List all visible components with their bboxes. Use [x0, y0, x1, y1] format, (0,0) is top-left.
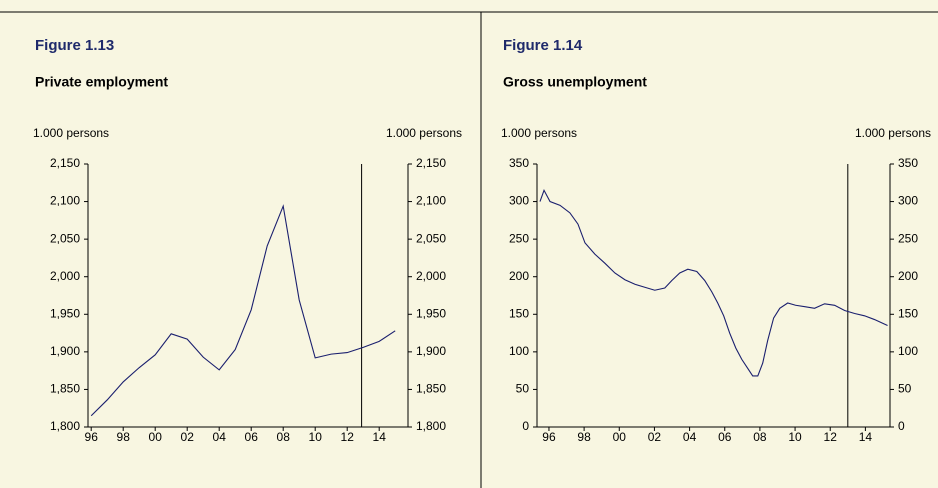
y-tick-label: 250	[509, 231, 529, 245]
y2-tick-label: 250	[898, 231, 918, 245]
x-tick-label: 10	[309, 430, 323, 444]
y-tick-label: 0	[522, 419, 529, 433]
x-tick-label: 04	[683, 430, 697, 444]
y-axis-label: 1.000 persons	[501, 126, 577, 140]
chart-subtitle: Private employment	[35, 74, 168, 90]
x-tick-label: 00	[149, 430, 163, 444]
y2-axis-label: 1.000 persons	[386, 126, 462, 140]
y2-tick-label: 1,850	[416, 382, 446, 396]
data-line	[90, 204, 396, 417]
data-line	[539, 188, 888, 377]
y-tick-label: 2,150	[50, 156, 80, 170]
y-tick-label: 1,850	[50, 382, 80, 396]
x-tick-label: 00	[613, 430, 627, 444]
y2-tick-label: 300	[898, 194, 918, 208]
y2-tick-label: 2,100	[416, 194, 446, 208]
x-tick-label: 12	[824, 430, 838, 444]
y-tick-label: 150	[509, 306, 529, 320]
x-tick-label: 08	[753, 430, 767, 444]
x-tick-label: 96	[542, 430, 556, 444]
chart-title: Figure 1.14	[503, 37, 583, 54]
y-tick-label: 300	[509, 194, 529, 208]
y-tick-label: 200	[509, 269, 529, 283]
y2-tick-label: 1,950	[416, 306, 446, 320]
x-tick-label: 10	[788, 430, 802, 444]
y2-tick-label: 2,050	[416, 231, 446, 245]
x-tick-label: 02	[181, 430, 195, 444]
y2-tick-label: 1,800	[416, 419, 446, 433]
y-tick-label: 50	[516, 382, 530, 396]
y-tick-label: 2,000	[50, 269, 80, 283]
y2-tick-label: 150	[898, 306, 918, 320]
y-tick-label: 350	[509, 156, 529, 170]
y2-tick-label: 0	[898, 419, 905, 433]
y2-tick-label: 350	[898, 156, 918, 170]
x-tick-label: 14	[859, 430, 873, 444]
y2-tick-label: 2,000	[416, 269, 446, 283]
chart-subtitle: Gross unemployment	[503, 74, 647, 90]
y-tick-label: 2,100	[50, 194, 80, 208]
x-tick-label: 04	[213, 430, 227, 444]
x-tick-label: 12	[341, 430, 355, 444]
y2-tick-label: 100	[898, 344, 918, 358]
x-tick-label: 06	[245, 430, 259, 444]
x-tick-label: 08	[277, 430, 291, 444]
y-tick-label: 100	[509, 344, 529, 358]
x-tick-label: 02	[648, 430, 662, 444]
chart-title: Figure 1.13	[35, 37, 114, 54]
x-tick-label: 06	[718, 430, 732, 444]
y2-tick-label: 50	[898, 382, 912, 396]
x-tick-label: 14	[373, 430, 387, 444]
y-axis-label: 1.000 persons	[33, 126, 109, 140]
x-tick-label: 96	[85, 430, 99, 444]
y2-tick-label: 2,150	[416, 156, 446, 170]
y-tick-label: 1,950	[50, 306, 80, 320]
y-tick-label: 2,050	[50, 231, 80, 245]
y-tick-label: 1,800	[50, 419, 80, 433]
x-tick-label: 98	[117, 430, 131, 444]
y2-tick-label: 200	[898, 269, 918, 283]
y-tick-label: 1,900	[50, 344, 80, 358]
y2-tick-label: 1,900	[416, 344, 446, 358]
x-tick-label: 98	[577, 430, 591, 444]
y2-axis-label: 1.000 persons	[855, 126, 931, 140]
